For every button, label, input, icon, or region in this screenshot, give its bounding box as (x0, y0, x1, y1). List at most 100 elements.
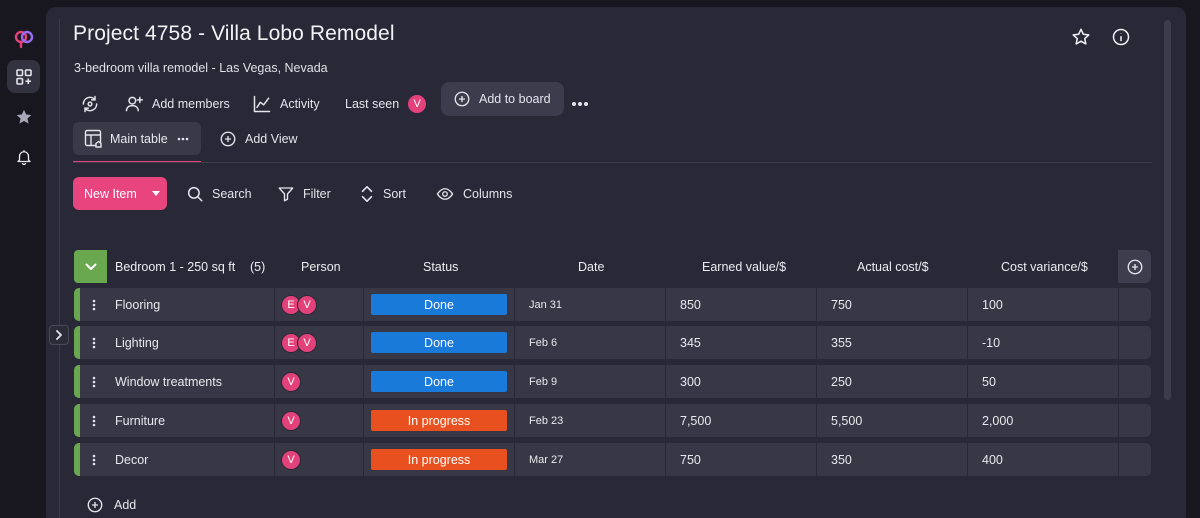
cell-divider (274, 443, 275, 476)
cost-variance-cell[interactable]: 50 (982, 374, 996, 389)
item-name[interactable]: Decor (115, 452, 149, 467)
group-name[interactable]: Bedroom 1 - 250 sq ft (115, 259, 236, 274)
activity-button[interactable]: Activity (252, 87, 320, 121)
date-cell[interactable]: Feb 9 (529, 375, 558, 388)
earned-value-cell[interactable]: 750 (680, 452, 701, 467)
actual-cost-cell[interactable]: 750 (831, 297, 852, 312)
actual-cost-cell[interactable]: 250 (831, 374, 852, 389)
status-cell[interactable]: Done (371, 365, 507, 398)
column-header-cost-variance[interactable]: Cost variance/$ (1001, 259, 1088, 274)
row-menu-icon[interactable] (92, 443, 96, 476)
boards-icon[interactable] (7, 60, 40, 93)
table-row[interactable]: Window treatments V Done Feb 9 300 250 50 (74, 365, 1151, 398)
date-cell[interactable]: Mar 27 (529, 453, 564, 466)
person-cell[interactable]: V (281, 404, 301, 437)
last-seen-button[interactable]: Last seen V (345, 87, 428, 121)
view-options-icon[interactable] (177, 137, 189, 141)
add-to-board-button[interactable]: Add to board (441, 82, 564, 116)
table-row[interactable]: Flooring E V Done Jan 31 850 750 100 (74, 288, 1151, 321)
cost-variance-cell[interactable]: -10 (982, 335, 1001, 350)
group-count: (5) (250, 259, 266, 274)
column-header-earned-value[interactable]: Earned value/$ (702, 259, 787, 274)
actual-cost-cell[interactable]: 355 (831, 335, 852, 350)
cell-divider (1118, 365, 1119, 398)
person-cell[interactable]: V (281, 365, 301, 398)
notifications-bell-icon[interactable] (7, 140, 40, 173)
chevron-down-icon[interactable] (151, 191, 160, 196)
add-item-button[interactable]: Add (86, 493, 136, 517)
cell-divider (665, 326, 666, 359)
filter-icon (277, 185, 295, 203)
main-table-label: Main table (110, 131, 168, 146)
app-logo-icon[interactable] (7, 22, 40, 55)
date-cell[interactable]: Feb 23 (529, 414, 564, 427)
columns-button[interactable]: Columns (435, 177, 512, 210)
item-name[interactable]: Window treatments (115, 374, 222, 389)
add-column-button[interactable] (1118, 250, 1151, 283)
earned-value-cell[interactable]: 300 (680, 374, 701, 389)
tab-main-table[interactable]: Main table (73, 122, 201, 155)
row-menu-icon[interactable] (92, 404, 96, 437)
add-view-button[interactable]: Add View (219, 122, 298, 155)
status-cell[interactable]: In progress (371, 404, 507, 437)
cell-divider (967, 404, 968, 437)
column-header-actual-cost[interactable]: Actual cost/$ (857, 259, 929, 274)
star-icon[interactable] (1069, 25, 1093, 49)
actual-cost-cell[interactable]: 5,500 (831, 413, 863, 428)
add-members-label: Add members (152, 97, 230, 111)
column-header-date[interactable]: Date (578, 259, 605, 274)
actual-cost-cell[interactable]: 350 (831, 452, 852, 467)
favorites-star-icon[interactable] (7, 100, 40, 133)
add-members-button[interactable]: Add members (124, 87, 230, 121)
search-button[interactable]: Search (186, 177, 252, 210)
cost-variance-cell[interactable]: 2,000 (982, 413, 1014, 428)
more-options-icon[interactable] (571, 87, 589, 121)
earned-value-cell[interactable]: 850 (680, 297, 701, 312)
group-color-stripe (74, 365, 80, 398)
row-menu-icon[interactable] (92, 365, 96, 398)
column-header-status[interactable]: Status (423, 259, 459, 274)
sync-icon[interactable] (80, 87, 100, 121)
group-collapse-toggle[interactable] (74, 250, 107, 283)
info-icon[interactable] (1109, 25, 1133, 49)
status-badge: In progress (371, 410, 507, 431)
expand-sidebar-button[interactable] (49, 325, 69, 345)
cell-divider (363, 288, 364, 321)
item-name[interactable]: Furniture (115, 413, 166, 428)
filter-button[interactable]: Filter (277, 177, 331, 210)
cell-divider (1118, 404, 1119, 437)
activity-label: Activity (280, 97, 320, 111)
table-row[interactable]: Lighting E V Done Feb 6 345 355 -10 (74, 326, 1151, 359)
earned-value-cell[interactable]: 345 (680, 335, 701, 350)
cell-divider (363, 404, 364, 437)
column-header-person[interactable]: Person (301, 259, 341, 274)
row-menu-icon[interactable] (92, 326, 96, 359)
status-badge: Done (371, 294, 507, 315)
cell-divider (816, 443, 817, 476)
date-cell[interactable]: Jan 31 (529, 298, 563, 311)
date-cell[interactable]: Feb 6 (529, 336, 558, 349)
cell-divider (967, 365, 968, 398)
person-cell[interactable]: V (281, 443, 301, 476)
cost-variance-cell[interactable]: 100 (982, 297, 1003, 312)
item-name[interactable]: Flooring (115, 297, 161, 312)
cost-variance-cell[interactable]: 400 (982, 452, 1003, 467)
table-row[interactable]: Furniture V In progress Feb 23 7,500 5,500 2,0… (74, 404, 1151, 437)
avatar: V (407, 94, 428, 114)
row-menu-icon[interactable] (92, 288, 96, 321)
avatar: V (281, 410, 301, 431)
vertical-scrollbar[interactable] (1164, 20, 1171, 400)
sort-button[interactable]: Sort (359, 177, 406, 210)
item-name[interactable]: Lighting (115, 335, 159, 350)
status-cell[interactable]: In progress (371, 443, 507, 476)
new-item-button[interactable]: New Item (73, 177, 167, 210)
plus-circle-icon (219, 130, 237, 148)
earned-value-cell[interactable]: 7,500 (680, 413, 712, 428)
status-cell[interactable]: Done (371, 288, 507, 321)
status-cell[interactable]: Done (371, 326, 507, 359)
table-row[interactable]: Decor V In progress Mar 27 750 350 400 (74, 443, 1151, 476)
activity-chart-icon (252, 94, 272, 114)
columns-label: Columns (463, 186, 513, 201)
